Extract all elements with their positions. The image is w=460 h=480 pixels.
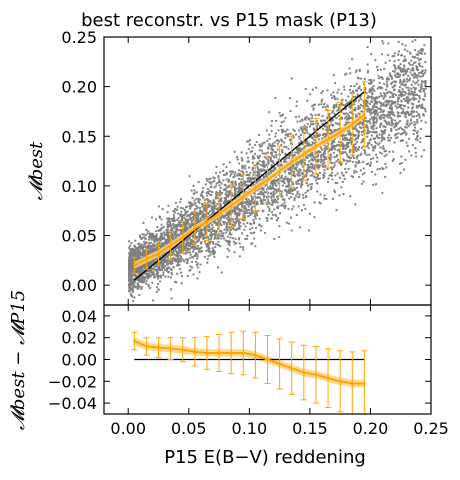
- mean-point: [302, 152, 306, 156]
- mean-point: [290, 367, 293, 370]
- x-tick-label: 0.00: [110, 419, 146, 438]
- mean-point: [193, 350, 197, 354]
- reference-line: [133, 91, 365, 281]
- mean-point: [205, 351, 209, 355]
- residual-mean-line: [133, 339, 366, 385]
- mean-point: [254, 186, 257, 190]
- mean-point: [278, 169, 281, 173]
- y-tick-label: 0.02: [61, 329, 97, 348]
- residual-error-bars: [131, 330, 368, 414]
- reference-line: [133, 91, 365, 281]
- mean-point: [217, 212, 221, 215]
- x-tick-label: 0.20: [353, 419, 389, 438]
- mean-point: [351, 123, 354, 126]
- mean-point: [338, 380, 342, 383]
- mean-point: [290, 160, 293, 164]
- mean-point: [193, 227, 197, 230]
- mean-point: [169, 244, 172, 247]
- y-tick-label: 0.05: [61, 227, 97, 246]
- mean-point: [217, 351, 221, 355]
- y-tick-label: 0.00: [61, 351, 97, 370]
- mean-point: [302, 371, 306, 374]
- x-tick-label: 0.15: [292, 419, 328, 438]
- scatter-cloud: [127, 39, 427, 302]
- x-tick-label: 0.10: [232, 419, 268, 438]
- mean-point: [326, 376, 330, 380]
- mean-point: [229, 204, 233, 207]
- bottom-ticks: 0.00 0.05 0.10 0.15 0.20 0.25 −0.04 −0.02 0.00 0.…: [48, 305, 449, 438]
- bottom-panel: 0.00 0.05 0.10 0.15 0.20 0.25 −0.04 −0.02 0.00 0.…: [8, 290, 449, 468]
- y-tick-label: 0.10: [61, 177, 97, 196]
- mean-point: [133, 264, 136, 267]
- scatter-points: [127, 39, 427, 302]
- mean-point: [363, 382, 366, 385]
- mean-point: [145, 345, 148, 348]
- mean-point: [351, 382, 354, 385]
- mean-line-path: [133, 340, 365, 385]
- mean-point: [169, 347, 172, 350]
- y-tick-label: 0.15: [61, 127, 97, 146]
- y-tick-label: 0.04: [61, 307, 97, 326]
- mean-point: [314, 144, 318, 148]
- mean-point: [242, 195, 245, 199]
- mean-point: [338, 131, 342, 134]
- top-ylabel: 𝓜best: [26, 141, 47, 201]
- mean-point: [326, 138, 330, 141]
- y-tick-label: 0.00: [61, 276, 97, 295]
- residual-band: [134, 337, 365, 388]
- top-ticks: 0.00 0.05 0.10 0.15 0.20 0.25: [61, 28, 432, 305]
- mean-point: [145, 258, 148, 261]
- mean-point: [205, 220, 209, 223]
- mean-point: [278, 362, 281, 366]
- mean-point: [181, 348, 184, 351]
- mean-point: [157, 346, 160, 349]
- mean-point: [314, 373, 318, 376]
- y-tick-label: 0.20: [61, 78, 97, 97]
- band: [134, 110, 365, 269]
- x-tick-label: 0.25: [413, 419, 449, 438]
- mean-point: [266, 358, 269, 361]
- top-panel: 0.00 0.05 0.10 0.15 0.20 0.25 𝓜best: [26, 28, 432, 306]
- bottom-frame: [103, 304, 432, 415]
- mean-point: [229, 351, 233, 355]
- band: [134, 337, 365, 388]
- x-axis-label: P15 E(B−V) reddening: [164, 447, 366, 468]
- mean-band: [134, 110, 365, 269]
- y-tick-label: 0.25: [61, 28, 97, 47]
- chart-title: best reconstr. vs P15 mask (P13): [81, 10, 377, 31]
- mean-point: [254, 353, 257, 357]
- mean-line: [133, 113, 366, 267]
- mean-line-path: [133, 113, 366, 267]
- mean-point: [157, 252, 160, 255]
- y-tick-label: −0.02: [48, 372, 97, 391]
- mean-point: [133, 339, 136, 343]
- mean-point: [242, 351, 245, 355]
- mean-point: [181, 236, 184, 239]
- mean-point: [363, 113, 366, 116]
- bottom-ylabel: 𝓜best − 𝓜P15: [8, 290, 29, 431]
- y-tick-label: −0.04: [48, 394, 97, 413]
- x-tick-label: 0.05: [171, 419, 207, 438]
- mean-point: [266, 178, 269, 182]
